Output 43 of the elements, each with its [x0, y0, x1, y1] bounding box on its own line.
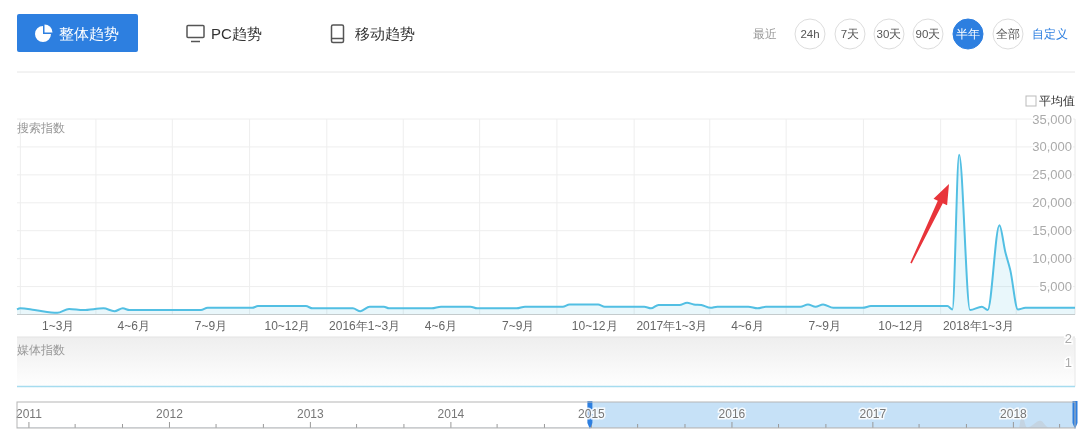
x-tick-label: 2018年1~3月	[942, 319, 1014, 334]
x-tick-label: 7~9月	[194, 319, 228, 334]
text: 7天	[840, 27, 860, 40]
text: 30天	[876, 27, 902, 40]
text: 整体趋势	[59, 25, 119, 43]
text: 半年	[956, 27, 980, 40]
x-tick-label: 10~12月	[571, 319, 618, 334]
x-tick-label: 10~12月	[264, 319, 311, 334]
y-tick-label: 15,000	[1032, 223, 1072, 239]
x-tick-label: 2011	[16, 407, 43, 422]
x-tick-label: 2016	[718, 407, 746, 422]
y-tick-label: 35,000	[1032, 111, 1072, 127]
text: 24h	[800, 27, 820, 40]
x-tick-label: 1~3月	[41, 319, 75, 334]
x-tick-label: 2017	[859, 407, 887, 422]
x-tick-label: 7~9月	[808, 319, 841, 334]
x-tick-label: 2016年1~3月	[329, 319, 401, 334]
x-tick-label: 7~9月	[502, 319, 535, 334]
text: 平均值	[1039, 94, 1075, 109]
text: 移动趋势	[355, 25, 415, 43]
x-tick-label: 2018	[1000, 407, 1028, 422]
y-tick-label: 30,000	[1032, 139, 1072, 155]
y-tick-label: 25,000	[1032, 167, 1072, 183]
x-tick-label: 4~6月	[424, 319, 458, 334]
x-tick-label: 4~6月	[731, 319, 764, 334]
y-tick-label: 5,000	[1039, 279, 1072, 295]
y-tick-label: 20,000	[1032, 195, 1072, 211]
text: PC趋势	[211, 25, 262, 43]
y-axis-title: 搜索指数	[17, 121, 65, 136]
x-tick-label: 2012	[156, 407, 184, 422]
text: 最近	[753, 27, 777, 42]
y-tick-label: 10,000	[1032, 251, 1072, 267]
x-tick-label: 2013	[297, 407, 325, 422]
y-tick-label: 2	[1064, 330, 1072, 346]
x-tick-label: 2014	[437, 407, 465, 422]
x-tick-label: 2017年1~3月	[636, 319, 708, 334]
text: 自定义	[1032, 27, 1068, 42]
x-tick-label: 4~6月	[117, 319, 150, 334]
text: 90天	[915, 27, 941, 40]
y-axis-title: 媒体指数	[17, 343, 65, 358]
text: 全部	[996, 26, 1020, 40]
y-tick-label: 1	[1064, 354, 1072, 370]
x-tick-label: 10~12月	[878, 319, 925, 334]
